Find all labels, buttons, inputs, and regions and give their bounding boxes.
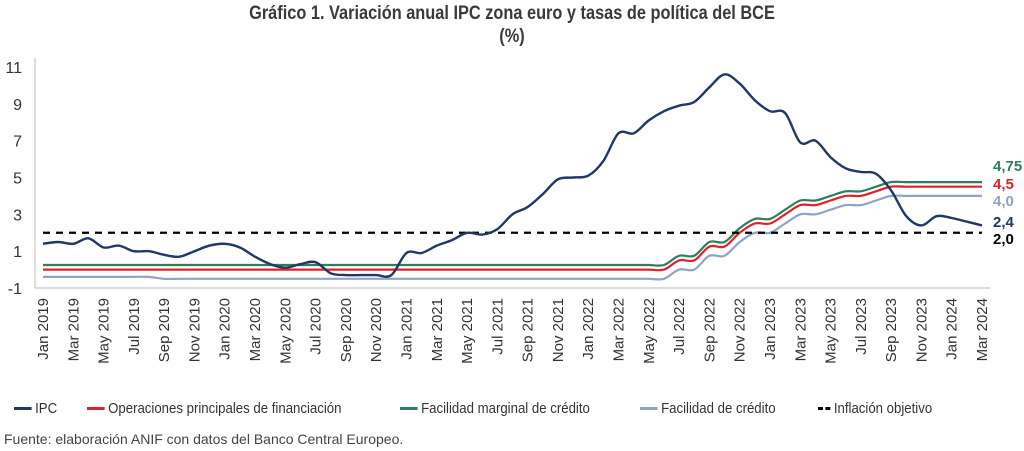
legend-item-inflacion-objetivo: Inflación objetivo <box>818 400 932 417</box>
y-tick-label: 11 <box>5 60 22 77</box>
legend-item-facilidad-credito: Facilidad de crédito <box>639 399 776 417</box>
source-note: Fuente: elaboración ANIF con datos del B… <box>4 431 404 447</box>
x-tick-label: Mar 2021 <box>429 298 446 361</box>
legend-swatch-inflacion-objetivo <box>818 406 831 410</box>
x-tick-label: Mar 2024 <box>974 298 991 361</box>
x-tick-label: Jan 2022 <box>580 298 597 360</box>
legend-label-ipc: IPC <box>35 399 58 417</box>
legend: IPC Operaciones principales de financiac… <box>14 398 1024 418</box>
x-tick-label: Mar 2023 <box>792 298 809 361</box>
legend-label-facilidad-marginal: Facilidad marginal de crédito <box>421 399 591 417</box>
chart-subtitle: (%) <box>499 26 525 47</box>
x-tick-label: May 2023 <box>823 298 840 364</box>
y-tick-label: 7 <box>13 134 22 151</box>
x-tick-label: Nov 2019 <box>186 298 203 362</box>
end-label-inflacion-objetivo: 2,0 <box>993 231 1014 248</box>
x-tick-label: Nov 2020 <box>368 298 385 362</box>
end-label-ipc: 2,4 <box>993 214 1015 231</box>
x-tick-label: May 2020 <box>277 298 294 364</box>
x-tick-label: Sep 2021 <box>520 298 537 362</box>
x-tick-label: Jul 2022 <box>671 298 688 355</box>
chart-title: Gráfico 1. Variación anual IPC zona euro… <box>249 3 775 24</box>
x-tick-label: Nov 2022 <box>732 298 749 362</box>
x-tick-label: Jul 2021 <box>489 298 506 355</box>
y-tick-label: 5 <box>13 171 22 188</box>
x-tick-label: Sep 2020 <box>338 298 355 362</box>
x-tick-label: Jul 2020 <box>308 298 325 355</box>
legend-swatch-facilidad-marginal <box>400 406 418 410</box>
x-tick-label: Sep 2022 <box>701 298 718 362</box>
x-tick-label: Mar 2022 <box>611 298 628 361</box>
legend-swatch-operaciones <box>87 406 105 410</box>
y-tick-label: 1 <box>13 244 22 261</box>
legend-swatch-ipc <box>14 406 32 410</box>
x-tick-label: Nov 2023 <box>913 298 930 362</box>
x-tick-label: Jan 2023 <box>762 298 779 360</box>
series-operaciones-principales <box>43 185 982 272</box>
legend-item-ipc: IPC <box>14 400 57 417</box>
x-tick-label: May 2019 <box>96 298 113 364</box>
legend-item-facilidad-marginal: Facilidad marginal de crédito <box>400 400 590 417</box>
end-label-operaciones: 4,5 <box>993 176 1014 193</box>
end-label-facilidad-marginal: 4,75 <box>993 158 1022 175</box>
y-tick-label: -1 <box>8 281 22 298</box>
y-tick-label: 3 <box>13 207 22 224</box>
legend-swatch-facilidad-credito <box>639 406 658 410</box>
series-ipc <box>42 73 983 278</box>
x-tick-label: Jul 2019 <box>126 298 143 355</box>
legend-label-inflacion-objetivo: Inflación objetivo <box>833 399 933 417</box>
legend-label-facilidad-credito: Facilidad de crédito <box>661 399 776 417</box>
x-tick-label: Nov 2021 <box>550 298 567 362</box>
x-tick-label: Jan 2021 <box>398 298 415 360</box>
series-facilidad-marginal <box>42 180 982 267</box>
series-facilidad-credito <box>42 194 982 281</box>
x-tick-label: May 2022 <box>641 298 658 364</box>
x-tick-label: Sep 2019 <box>156 298 173 362</box>
x-tick-label: Mar 2019 <box>65 298 82 361</box>
legend-label-operaciones: Operaciones principales de financiación <box>108 399 342 417</box>
legend-item-operaciones: Operaciones principales de financiación <box>87 400 341 417</box>
x-tick-label: Jan 2019 <box>35 298 52 360</box>
x-tick-label: Sep 2023 <box>883 298 900 362</box>
end-label-facilidad-credito: 4,0 <box>993 193 1014 210</box>
x-tick-label: Jan 2020 <box>217 298 234 360</box>
x-tick-label: Jul 2023 <box>853 298 870 355</box>
line-chart: 11 9 7 5 3 1 -1 Jan 2019 Mar 2019 May 2019 Jul 201… <box>5 58 1022 364</box>
y-tick-label: 9 <box>13 97 22 114</box>
x-tick-label: Jan 2024 <box>944 298 961 360</box>
x-tick-label: May 2021 <box>459 298 476 364</box>
x-tick-label: Mar 2020 <box>247 298 264 361</box>
